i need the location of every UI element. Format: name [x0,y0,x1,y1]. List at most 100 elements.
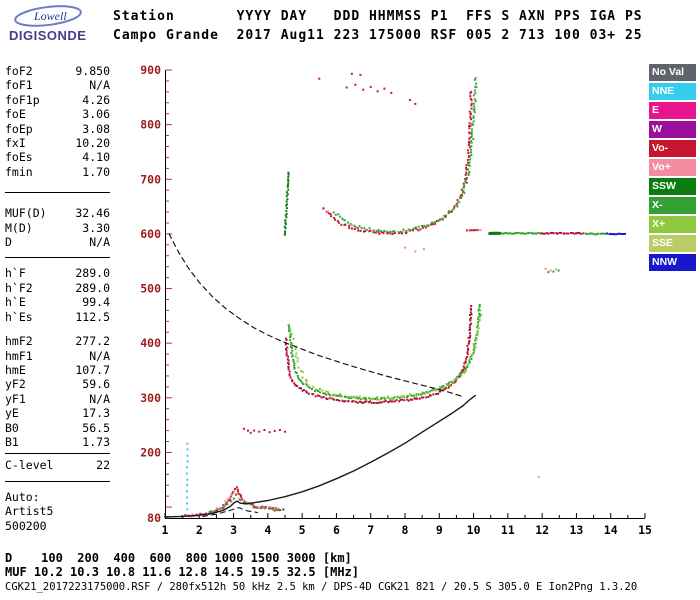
param-value: 277.2 [75,334,110,349]
param-label: foF2 [5,64,33,78]
param-value: 3.08 [82,121,110,136]
svg-text:2: 2 [196,523,203,537]
footer: D 100 200 400 600 800 1000 1500 3000 [km… [5,551,637,595]
param-label: foEs [5,150,33,165]
param-label: h`E [5,295,26,310]
param-row: yF1 N/A [5,392,110,406]
series-E-trace-O-red [181,486,285,518]
param-row: MUF(D) 32.46 [5,206,110,220]
svg-text:200: 200 [140,445,161,459]
svg-text:500: 500 [140,282,161,296]
logo-orbit-icon [14,5,82,27]
param-row: B0 56.5 [5,421,110,435]
legend-item-vo+: Vo+ [649,159,696,176]
param-value: 1.70 [82,164,110,179]
param-label: Auto: [5,489,40,504]
doppler-color-legend: No Val NNE E W Vo- Vo+ SSW X- X+ SSE NNW [649,64,696,273]
series-mid-scatter-pink [479,229,557,478]
series-E-trace-green [203,493,285,516]
series-fmin-cyan-vertical [185,442,189,511]
svg-text:600: 600 [140,227,161,241]
legend-item-ssw: SSW [649,178,696,195]
y-axis-ticks: 900 800 700 600 500 400 300 200 80 [140,63,172,525]
series-spread-line-darkgreen [488,231,501,235]
legend-item-x+: X+ [649,216,696,233]
param-value: 4.26 [82,92,110,107]
param-group: foF2 9.850 foF1 N/A foF1p 4.26 foE 3.06 foEp 3.08… [5,64,110,179]
series-fxI-segment-red [466,229,479,232]
param-value: 17.3 [82,406,110,421]
svg-text:7: 7 [367,523,374,537]
plot-axes [165,70,645,519]
station-header-line1: Station YYYY DAY DDD HHMMSS P1 FFS S AXN… [113,9,643,24]
param-value: 3.30 [82,220,110,235]
param-value: 56.5 [82,420,110,435]
series-spread-line-blue [606,232,627,236]
station-header-line2: Campo Grande 2017 Aug11 223 175000 RSF 0… [113,28,643,43]
param-row: C-level 22 [5,458,110,472]
param-row: Artist5 [5,504,110,518]
param-value: 3.06 [82,107,110,122]
param-value: 59.6 [82,377,110,392]
param-group: h`F 289.0 h`F2 289.0 h`E 99.4 h`Es 112.5 [5,257,110,324]
svg-text:11: 11 [501,523,515,537]
legend-item-vo-: Vo- [649,140,696,157]
param-value: 112.5 [75,309,110,324]
svg-text:8: 8 [402,523,409,537]
legend-item-e: E [649,102,696,119]
param-row: D N/A [5,235,110,249]
series-F2-X-plus-lightgreen [289,309,483,401]
param-label: B0 [5,420,19,435]
param-label: yF2 [5,377,26,392]
svg-text:400: 400 [140,336,161,350]
series-transmission-curve-dashed [168,233,464,398]
param-group: C-level 22 [5,453,110,472]
param-row: foF1 N/A [5,78,110,92]
legend-item-nne: NNE [649,83,696,100]
series-spread-line-red [540,231,585,235]
param-label: fxI [5,136,26,151]
svg-text:80: 80 [147,511,161,525]
legend-item-x-: X- [649,197,696,214]
param-row: hmE 107.7 [5,363,110,377]
x-axis-ticks: 1 2 3 4 5 6 7 8 9 10 11 12 13 14 15 [162,513,652,537]
param-row: fxI 10.20 [5,136,110,150]
svg-text:9: 9 [436,523,443,537]
param-value: 22 [96,458,110,473]
param-value: 4.10 [82,150,110,165]
svg-text:800: 800 [140,118,161,132]
param-value: N/A [89,78,110,93]
svg-text:14: 14 [604,523,618,537]
param-row: fmin 1.70 [5,165,110,179]
param-value: 107.7 [75,362,110,377]
param-row: hmF1 N/A [5,349,110,363]
param-label: yE [5,406,19,421]
series-second-hop-green [332,77,478,233]
svg-text:5: 5 [299,523,306,537]
param-value: 289.0 [75,266,110,281]
parameter-panel: foF2 9.850 foF1 N/A foF1p 4.26 foE 3.06 foEp 3.08… [5,64,110,533]
param-group: hmF2 277.2 hmF1 N/A hmE 107.7 yF2 59.6 yF1 N/A yE 1… [5,334,110,449]
param-label: foE [5,107,26,122]
param-group: Auto: Artist5 500200 [5,480,110,533]
series-true-height-profile-solid [164,394,476,518]
param-label: MUF(D) [5,206,47,221]
param-row: M(D) 3.30 [5,221,110,235]
svg-text:6: 6 [333,523,340,537]
param-row: h`Es 112.5 [5,310,110,324]
series-top-scatter-red [318,72,417,105]
param-row: h`E 99.4 [5,295,110,309]
distance-row: D 100 200 400 600 800 1000 1500 3000 [km… [5,551,352,565]
param-value: 289.0 [75,280,110,295]
series-F2-O-trace-red [284,305,473,404]
param-label: h`F [5,266,26,281]
param-label: h`Es [5,309,33,324]
param-label: foF1p [5,92,40,107]
station-header: Station YYYY DAY DDD HHMMSS P1 FFS S AXN… [113,7,643,45]
param-row: yE 17.3 [5,406,110,420]
svg-text:700: 700 [140,172,161,186]
param-row: foEs 4.10 [5,150,110,164]
param-label: C-level [5,458,54,473]
param-row: 500200 [5,519,110,533]
